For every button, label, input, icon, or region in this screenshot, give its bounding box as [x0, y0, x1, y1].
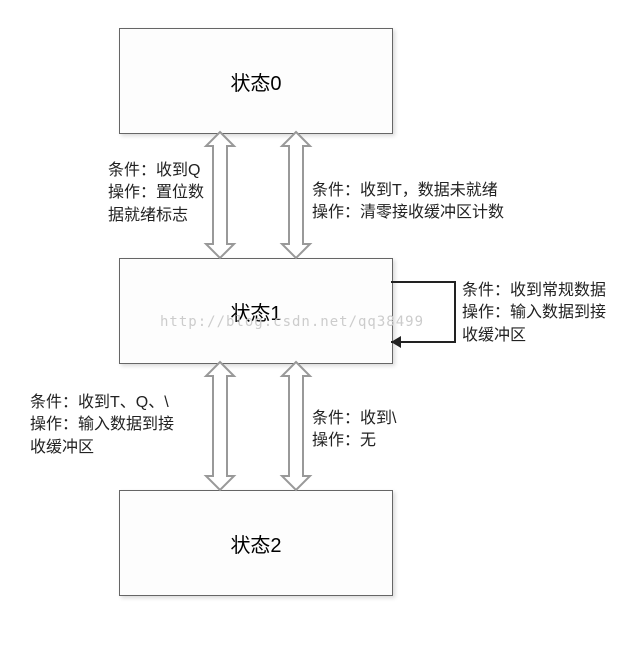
edge-1-1-label: 条件：收到常规数据 操作：输入数据到接 收缓冲区 — [462, 280, 606, 347]
edge-1-1-act2: 收缓冲区 — [462, 327, 526, 344]
edge-2-1-label: 条件：收到T、Q、\ 操作：输入数据到接 收缓冲区 — [30, 392, 174, 459]
state-0-label: 状态0 — [230, 67, 281, 96]
watermark-text: http://blog.csdn.net/qq38499 — [160, 314, 424, 330]
edge-0-1-act: 操作：清零接收缓冲区计数 — [312, 204, 504, 221]
state-1-box: 状态1 — [119, 258, 393, 364]
state-2-box: 状态2 — [119, 490, 393, 596]
edge-0-1-label: 条件：收到T，数据未就绪 操作：清零接收缓冲区计数 — [312, 180, 504, 225]
edge-1-1-cond: 条件：收到常规数据 — [462, 282, 606, 299]
edge-1-2-label: 条件：收到\ 操作：无 — [312, 408, 396, 453]
edge-1-0-cond: 条件：收到Q — [108, 162, 200, 179]
edge-1-2-act: 操作：无 — [312, 432, 376, 449]
edge-2-1-cond: 条件：收到T、Q、\ — [30, 394, 169, 411]
edge-2-1-act: 操作：输入数据到接 — [30, 416, 174, 433]
edge-1-0-label: 条件：收到Q 操作：置位数 据就绪标志 — [108, 160, 204, 227]
edge-1-0-act: 操作：置位数 — [108, 184, 204, 201]
edge-0-1-cond: 条件：收到T，数据未就绪 — [312, 182, 498, 199]
state-2-label: 状态2 — [230, 529, 281, 558]
edge-1-0-act2: 据就绪标志 — [108, 207, 188, 224]
state-0-box: 状态0 — [119, 28, 393, 134]
edge-2-1-act2: 收缓冲区 — [30, 439, 94, 456]
edge-1-1-act: 操作：输入数据到接 — [462, 304, 606, 321]
edge-1-2-cond: 条件：收到\ — [312, 410, 396, 427]
